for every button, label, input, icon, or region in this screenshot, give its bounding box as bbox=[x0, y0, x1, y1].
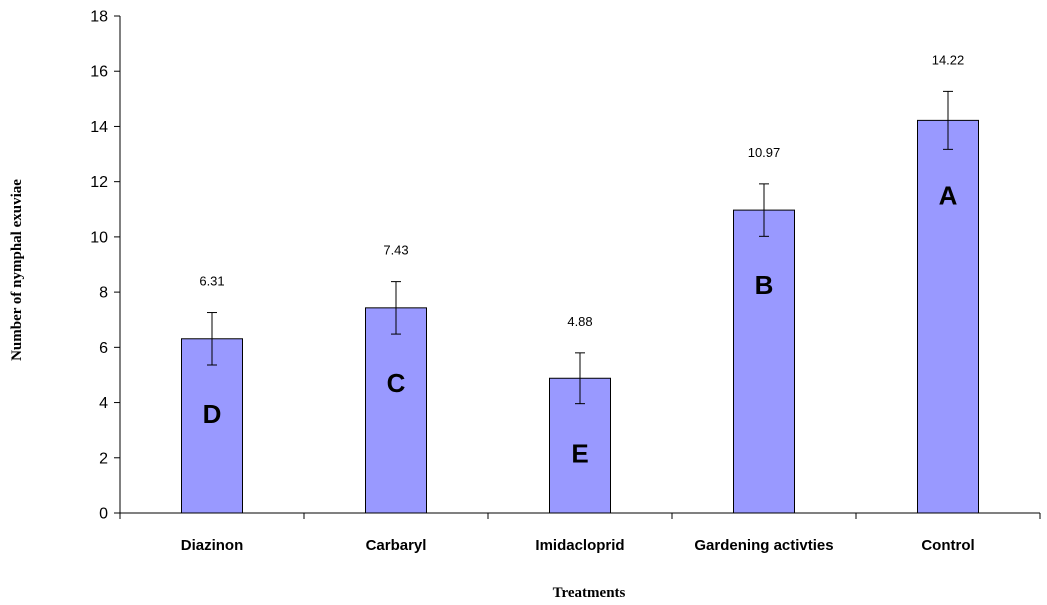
y-tick-label: 16 bbox=[90, 64, 108, 81]
bar-control bbox=[917, 119, 979, 514]
plot-area: 0 2 4 6 8 10 12 14 16 18 6.31 D Diazinon 7.43 C Carbary… bbox=[90, 9, 1041, 554]
x-tick-label: Gardening activties bbox=[694, 537, 833, 554]
bar-gardening-activties bbox=[733, 209, 795, 514]
y-tick-label: 6 bbox=[99, 340, 108, 357]
x-tick-label: Control bbox=[921, 537, 974, 554]
y-tick-label: 10 bbox=[90, 229, 108, 246]
y-tick-label: 4 bbox=[99, 395, 108, 412]
group-letter: C bbox=[387, 368, 406, 398]
data-label: 10.97 bbox=[748, 145, 781, 160]
group-letter: D bbox=[203, 399, 222, 429]
data-label: 14.22 bbox=[932, 52, 965, 67]
y-tick-label: 8 bbox=[99, 285, 108, 302]
x-tick-label: Imidacloprid bbox=[535, 537, 624, 554]
y-tick-label: 14 bbox=[90, 119, 108, 136]
data-label: 4.88 bbox=[567, 314, 592, 329]
bar-carbaryl bbox=[365, 307, 427, 514]
group-letter: E bbox=[571, 438, 588, 468]
group-letter: B bbox=[755, 270, 774, 300]
y-tick-label: 12 bbox=[90, 174, 108, 191]
y-tick-label: 0 bbox=[99, 506, 108, 523]
y-axis-title: Number of nymphal exuviae bbox=[9, 179, 25, 361]
x-tick-label: Diazinon bbox=[181, 537, 244, 554]
x-tick-label: Carbaryl bbox=[366, 537, 427, 554]
data-label: 7.43 bbox=[383, 243, 408, 258]
x-axis-title: Treatments bbox=[553, 585, 626, 601]
y-tick-label: 2 bbox=[99, 450, 108, 467]
group-letter: A bbox=[939, 180, 958, 210]
y-tick-label: 18 bbox=[90, 9, 108, 26]
data-label: 6.31 bbox=[199, 274, 224, 289]
